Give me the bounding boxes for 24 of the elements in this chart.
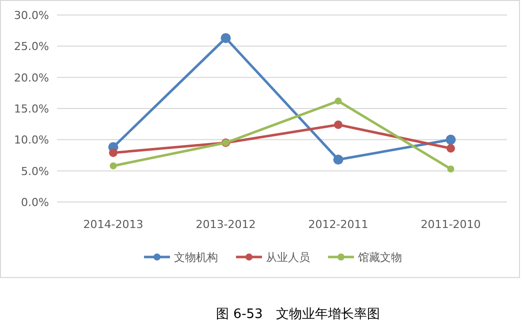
point: [220, 33, 231, 44]
y-tick-label: 5.0%: [21, 164, 49, 178]
text: 图 6-53 文物业年增长率图: [216, 306, 380, 322]
x-tick-label: 2014-2013: [83, 218, 144, 231]
y-tick-label: 10.0%: [14, 134, 49, 147]
point: [447, 165, 454, 172]
y-tick-label: 0.0%: [21, 196, 49, 209]
point: [446, 144, 455, 153]
legend-label: 文物机构: [174, 251, 218, 264]
x-tick-label: 2012-2011: [308, 218, 368, 231]
x-tick-label: 2011-2010: [420, 218, 481, 231]
point: [333, 154, 344, 165]
legend-label: 馆藏文物: [357, 251, 402, 264]
y-tick-label: 30.0%: [14, 9, 49, 22]
x-tick-label: 2013-2012: [196, 218, 256, 231]
y-tick-label: 20.0%: [14, 71, 49, 84]
point: [334, 98, 342, 105]
point: [110, 162, 117, 170]
point: [334, 120, 342, 129]
point: [109, 148, 118, 158]
y-tick-label: 25.0%: [14, 40, 49, 54]
point: [446, 134, 456, 145]
y-tick-label: 15.0%: [14, 102, 49, 116]
legend-label: 从业人员: [266, 251, 310, 264]
